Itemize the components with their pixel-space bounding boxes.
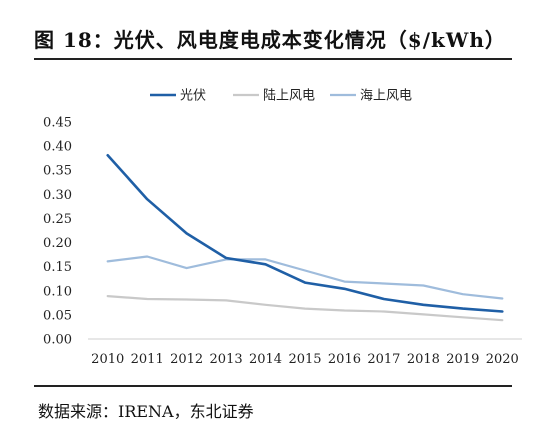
bottom-rule xyxy=(34,385,512,387)
x-tick-label: 2010 xyxy=(91,352,124,367)
x-tick-label: 2012 xyxy=(170,352,203,367)
series-line xyxy=(106,154,504,313)
series-group xyxy=(106,154,504,322)
legend: 光伏 陆上风电 海上风电 xyxy=(150,88,412,104)
y-tick-label: 0.05 xyxy=(43,308,72,323)
x-tick-label: 2014 xyxy=(249,352,282,367)
x-tick-label: 2016 xyxy=(328,352,361,367)
x-tick-label: 2020 xyxy=(486,352,519,367)
y-tick-label: 0.15 xyxy=(43,260,72,275)
x-tick-label: 2019 xyxy=(446,352,479,367)
series-line xyxy=(106,255,504,300)
y-tick-label: 0.30 xyxy=(43,188,72,203)
top-rule xyxy=(34,58,512,60)
source-note: 数据来源：IRENA，东北证券 xyxy=(38,402,254,421)
x-tick-label: 2013 xyxy=(210,352,243,367)
x-tick-label: 2017 xyxy=(367,352,400,367)
x-tick-label: 2018 xyxy=(407,352,440,367)
y-tick-label: 0.10 xyxy=(43,284,72,299)
x-tick-label: 2015 xyxy=(288,352,321,367)
line-chart: 0.00 0.05 0.10 0.15 0.20 0.25 0.30 0.35 0.40 0.45… xyxy=(43,88,522,367)
chart-title: 图 18：光伏、风电度电成本变化情况（$/kWh） xyxy=(34,28,506,52)
y-tick-label: 0.00 xyxy=(43,333,72,348)
legend-label: 海上风电 xyxy=(360,89,412,104)
y-tick-label: 0.20 xyxy=(43,236,72,251)
y-tick-label: 0.25 xyxy=(43,212,72,227)
y-tick-label: 0.35 xyxy=(43,164,72,179)
x-axis: 2010 2011 2012 2013 2014 2015 2016 2017 2018 2019… xyxy=(91,352,519,367)
y-axis: 0.00 0.05 0.10 0.15 0.20 0.25 0.30 0.35 0.40 0.45 xyxy=(43,116,72,348)
x-tick-label: 2011 xyxy=(131,352,164,367)
legend-label: 陆上风电 xyxy=(263,88,315,104)
y-tick-label: 0.40 xyxy=(43,140,72,155)
y-tick-label: 0.45 xyxy=(43,116,72,131)
series-line xyxy=(106,295,504,322)
legend-label: 光伏 xyxy=(180,89,206,104)
